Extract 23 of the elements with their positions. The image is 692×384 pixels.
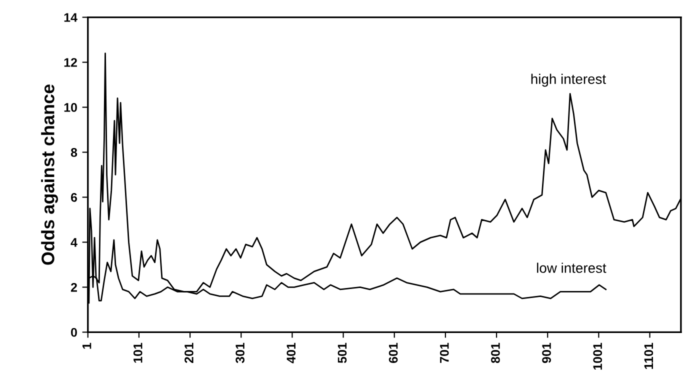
series-label: high interest — [531, 74, 606, 87]
y-tick-label: 6 — [70, 193, 78, 202]
x-tick-label: 601 — [388, 342, 398, 363]
y-tick-label: 2 — [70, 282, 77, 292]
y-tick-label: 0 — [71, 328, 77, 337]
y-tick-label: 12 — [64, 58, 77, 67]
y-tick-label: 10 — [64, 103, 77, 112]
x-tick-label: 1 — [82, 342, 92, 349]
x-tick-label: 501 — [338, 342, 347, 364]
x-tick-label: 301 — [236, 342, 244, 364]
x-tick-label: 701 — [440, 342, 449, 363]
series-label: low interest — [537, 262, 606, 273]
x-tick-label: 1101 — [644, 342, 654, 369]
x-tick-label: 901 — [542, 342, 551, 363]
y-tick-label: 8 — [70, 148, 78, 157]
y-tick-label: 14 — [64, 13, 78, 22]
x-tick-label: 401 — [286, 342, 296, 364]
x-tick-label: 801 — [491, 342, 500, 364]
x-tick-label: 201 — [184, 342, 194, 363]
x-tick-label: 1001 — [593, 342, 602, 370]
y-axis-title: Odds against chance — [41, 84, 58, 265]
y-tick-label: 4 — [70, 238, 78, 247]
x-tick-label: 101 — [133, 342, 142, 363]
